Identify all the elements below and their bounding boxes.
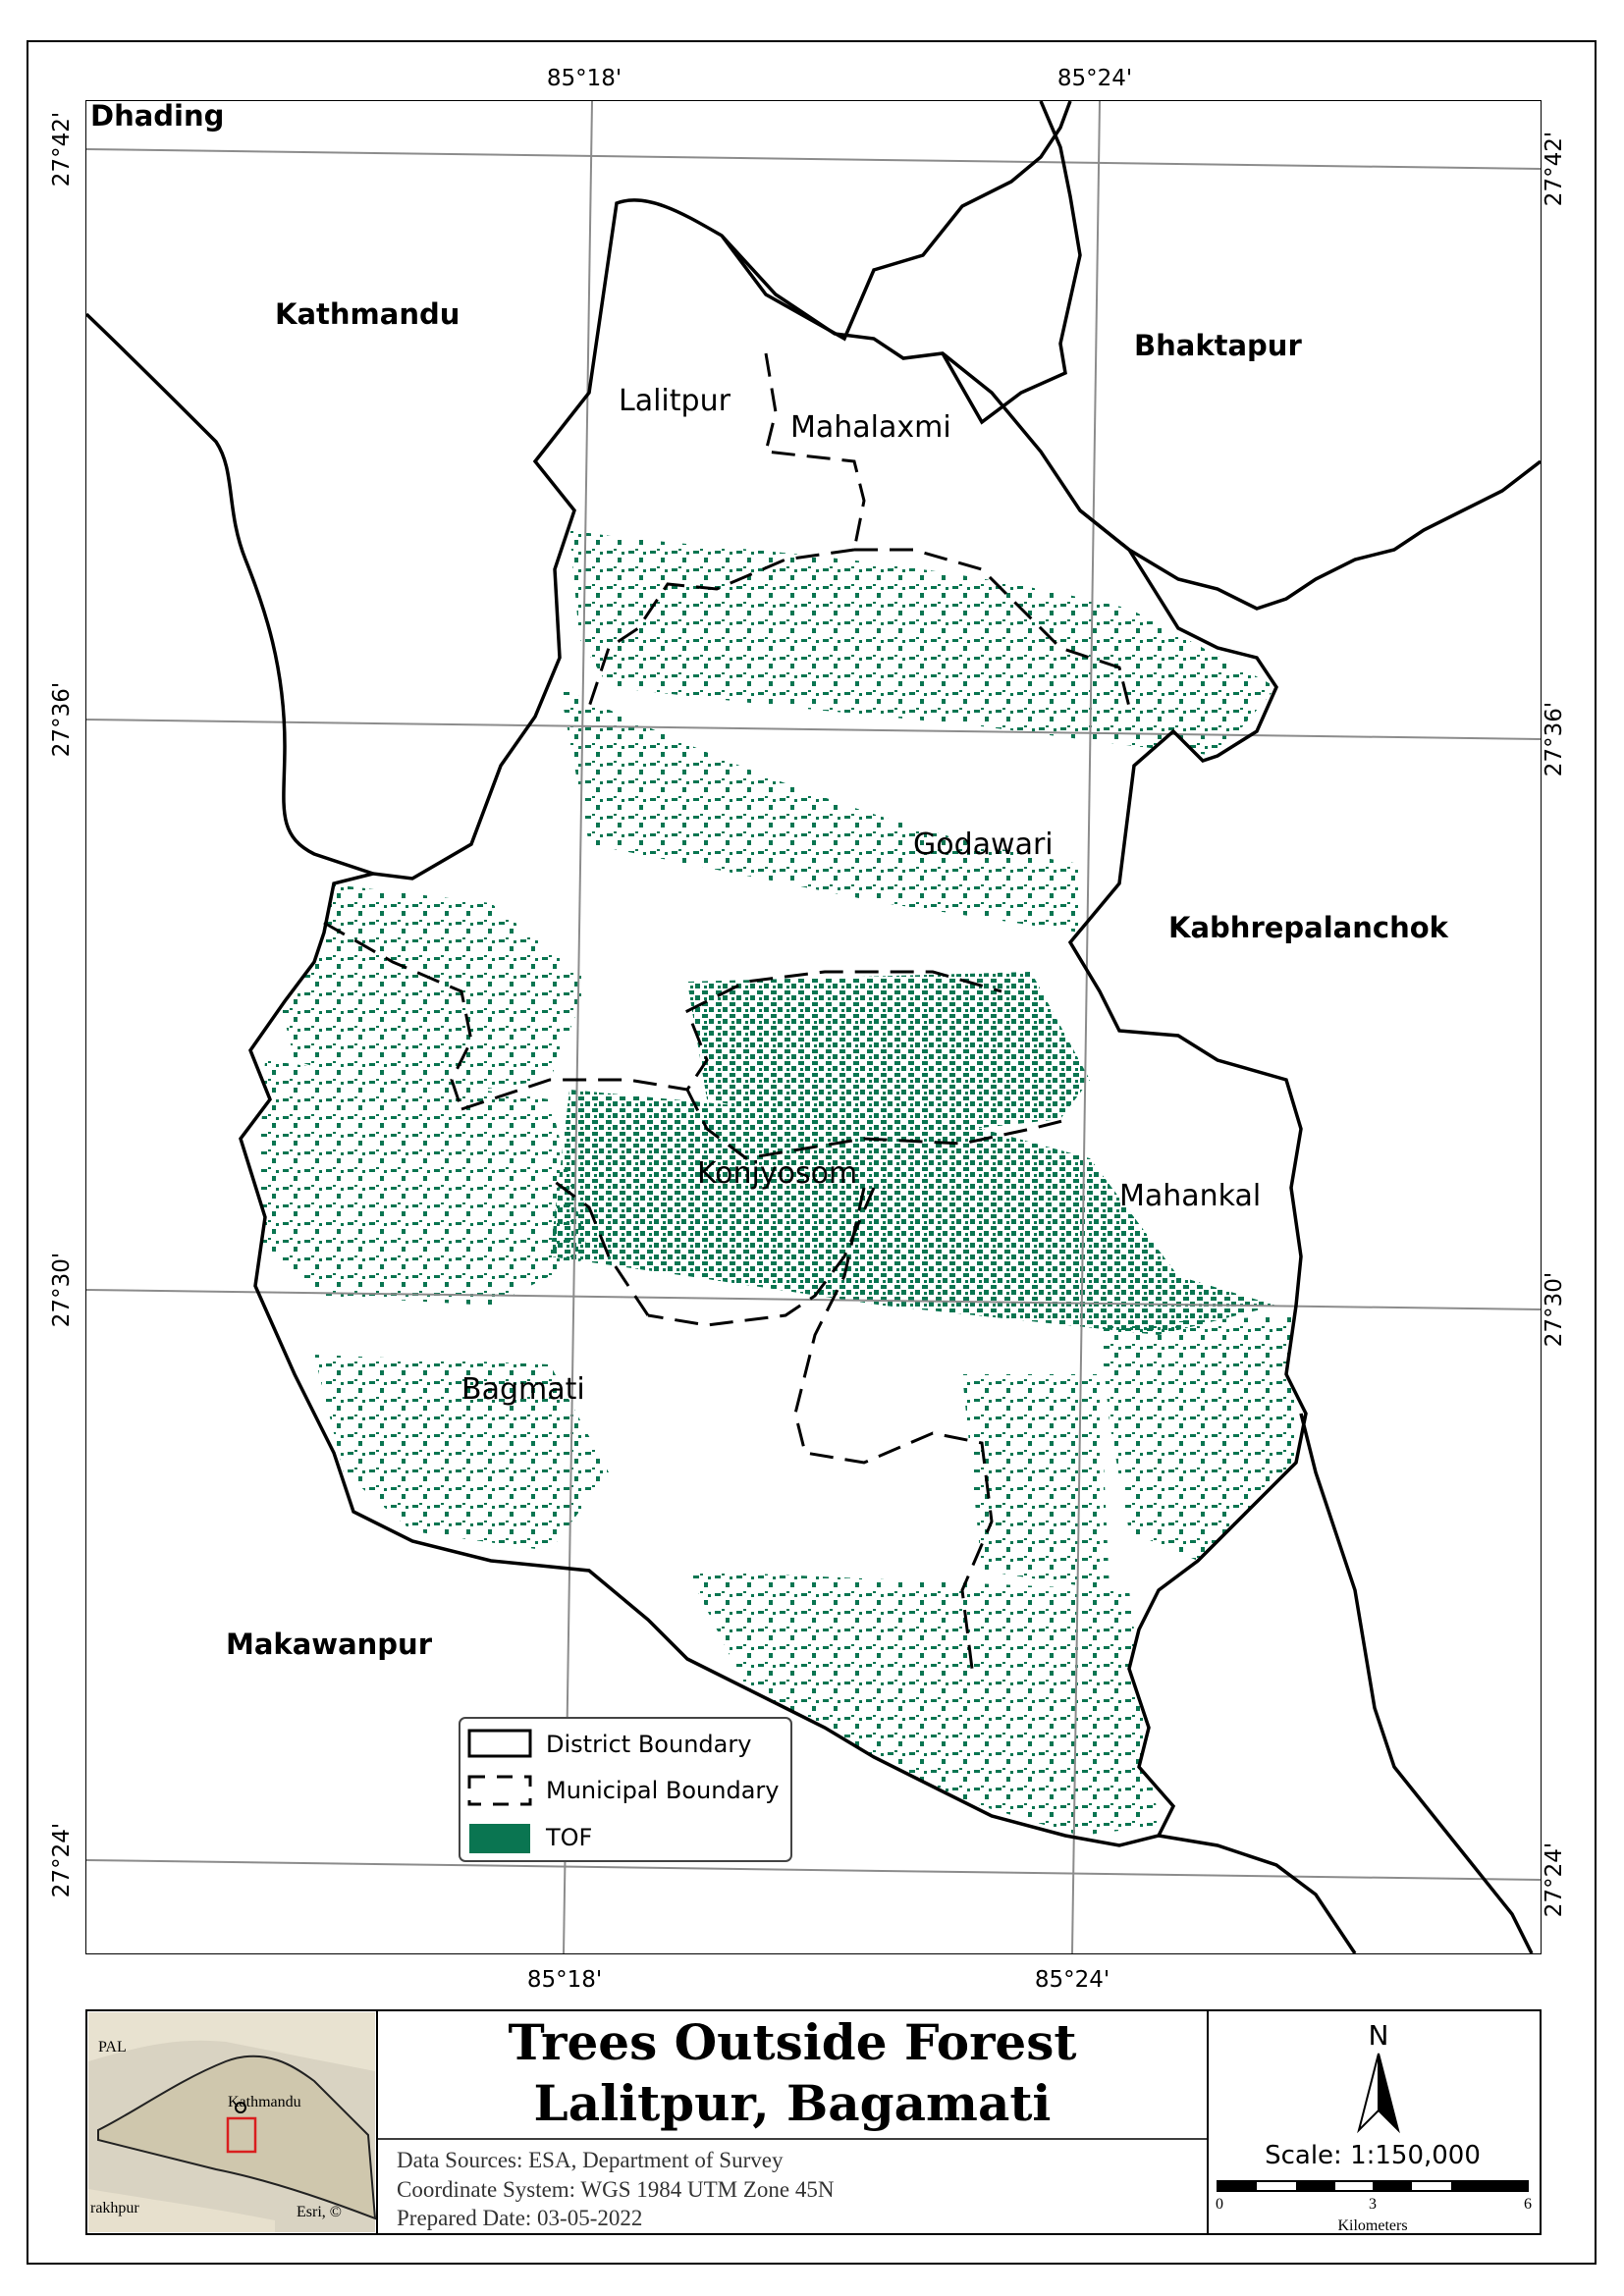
north-arrow: N xyxy=(1357,2019,1400,2134)
metadata-block: Data Sources: ESA, Department of Survey … xyxy=(397,2148,835,2230)
municipality-label-lalitpur: Lalitpur xyxy=(619,384,731,418)
right-latitude-label: 27°30' xyxy=(1542,1272,1567,1347)
municipal-boundaries xyxy=(323,352,1131,1670)
scale-tick-3: 3 xyxy=(1369,2196,1377,2213)
info-panel xyxy=(85,2009,1542,2235)
left-latitude-label: 27°36' xyxy=(49,682,75,757)
municipality-label-konjyosom: Konjyosom xyxy=(697,1156,857,1191)
locator-kathmandu-dot xyxy=(235,2102,246,2113)
legend-label-municipal: Municipal Boundary xyxy=(546,1777,779,1804)
legend-label-tof: TOF xyxy=(545,1824,592,1851)
left-latitude-label: 27°24' xyxy=(49,1823,75,1897)
prepared-date-text: Prepared Date: 03-05-2022 xyxy=(397,2206,642,2230)
district-label-bhaktapur: Bhaktapur xyxy=(1134,329,1302,362)
scale-tick-0: 0 xyxy=(1216,2196,1223,2213)
legend-label-district: District Boundary xyxy=(546,1731,751,1758)
locator-label-pal: PAL xyxy=(98,2039,127,2056)
title-line-1: Trees Outside Forest xyxy=(509,2013,1077,2071)
district-label-dhading: Dhading xyxy=(90,99,224,133)
locator-label-kathmandu: Kathmandu xyxy=(228,2094,301,2110)
data-sources-text: Data Sources: ESA, Department of Survey xyxy=(397,2148,784,2172)
north-label: N xyxy=(1369,2019,1389,2052)
left-latitude-label: 27°42' xyxy=(49,112,75,187)
right-latitude-label: 27°24' xyxy=(1542,1842,1567,1917)
locator-map: PAL Kathmandu rakhpur Esri, © xyxy=(88,2012,377,2232)
right-latitude-label: 27°42' xyxy=(1542,132,1567,206)
graticule-overlay xyxy=(86,101,1541,1953)
scale-tick-6: 6 xyxy=(1524,2196,1532,2213)
scale-bar: Scale: 1:150,000 0 3 6 Kilometers xyxy=(1216,2141,1532,2234)
lalitpur-district-boundary xyxy=(239,198,1308,1847)
district-label-kathmandu: Kathmandu xyxy=(275,297,460,331)
locator-label-esri: Esri, © xyxy=(297,2204,342,2220)
municipality-label-bagmati: Bagmati xyxy=(461,1372,585,1407)
locator-highlight-box xyxy=(226,2116,257,2154)
legend-box xyxy=(459,1717,792,1862)
district-label-makawanpur: Makawanpur xyxy=(226,1628,433,1661)
graticule-labels: 85°18' 85°24' 85°18' 85°24' 27°42' 27°36… xyxy=(49,66,1567,1993)
north-arrow-icon xyxy=(1357,2053,1380,2134)
municipality-label-godawari: Godawari xyxy=(913,828,1054,862)
coordinate-system-text: Coordinate System: WGS 1984 UTM Zone 45N xyxy=(397,2177,835,2202)
map-content xyxy=(86,101,1541,1953)
scale-ratio-text: Scale: 1:150,000 xyxy=(1265,2141,1481,2170)
tof-patches xyxy=(255,530,1296,1836)
legend-symbol-municipal xyxy=(467,1775,532,1806)
municipality-label-mahankal: Mahankal xyxy=(1119,1179,1261,1213)
neighbour-district-boundaries xyxy=(86,101,1541,1953)
bottom-longitude-label: 85°18' xyxy=(527,1967,602,1993)
title-line-2: Lalitpur, Bagamati xyxy=(534,2074,1052,2132)
locator-label-rakhpur: rakhpur xyxy=(90,2200,139,2216)
left-latitude-label: 27°30' xyxy=(49,1253,75,1327)
legend-symbol-district xyxy=(467,1729,532,1758)
scale-unit-text: Kilometers xyxy=(1337,2217,1407,2234)
legend-symbol-tof xyxy=(469,1824,530,1853)
top-longitude-label: 85°24' xyxy=(1057,66,1132,91)
municipality-labels: Lalitpur Mahalaxmi Godawari Konjyosom Ma… xyxy=(461,384,1261,1407)
outside-mask xyxy=(86,101,1541,1953)
municipality-label-mahalaxmi: Mahalaxmi xyxy=(790,410,951,445)
legend: District Boundary Municipal Boundary TOF xyxy=(459,1717,792,1862)
info-panel-frame xyxy=(85,2009,1542,2235)
title-block: Trees Outside Forest Lalitpur, Bagamati xyxy=(509,2013,1077,2132)
top-longitude-label: 85°18' xyxy=(547,66,622,91)
district-labels: Dhading Kathmandu Bhaktapur Kabhrepalanc… xyxy=(90,99,1449,1661)
right-latitude-label: 27°36' xyxy=(1542,702,1567,776)
district-label-kabhrepalanchok: Kabhrepalanchok xyxy=(1168,911,1449,944)
bottom-longitude-label: 85°24' xyxy=(1035,1967,1110,1993)
outer-frame xyxy=(27,40,1597,2265)
